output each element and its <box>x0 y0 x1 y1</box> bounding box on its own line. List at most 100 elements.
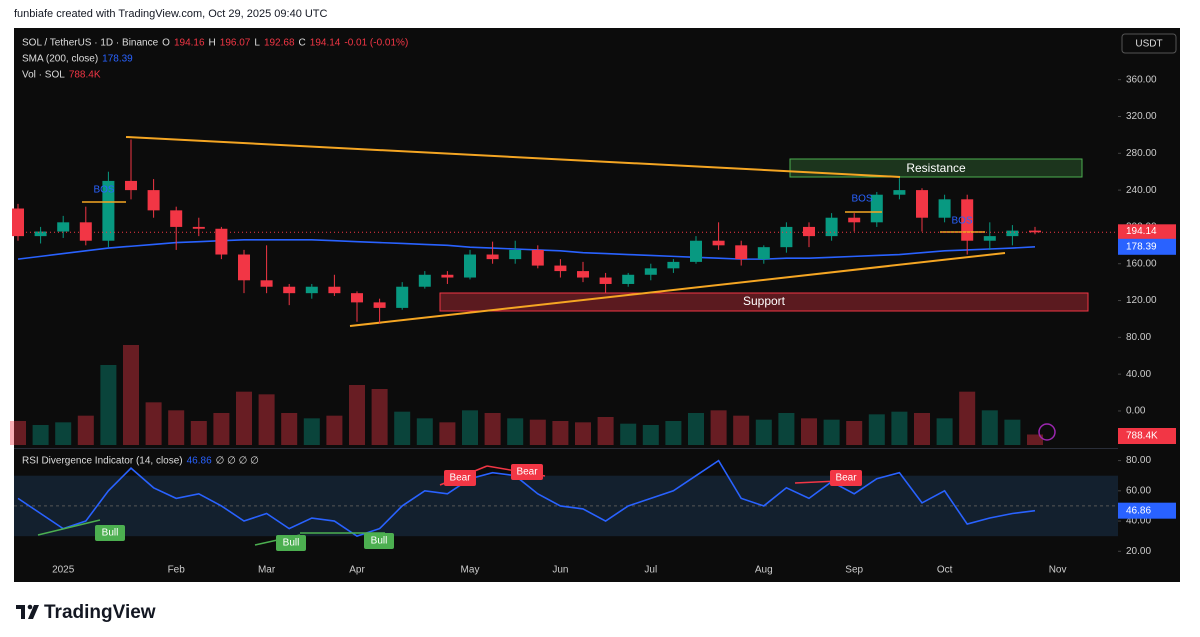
currency-box <box>1121 33 1177 54</box>
bos-label: BOS <box>951 216 972 227</box>
bear-badge <box>830 470 862 486</box>
volume-bar <box>981 410 998 445</box>
candle-body <box>712 240 725 246</box>
bear-badge <box>511 464 543 480</box>
vol-badge <box>1118 428 1176 444</box>
tv-logo <box>16 604 39 619</box>
legend-text: ∅ ∅ ∅ ∅ <box>216 456 259 467</box>
candle-body <box>373 302 386 308</box>
candle-body <box>260 280 273 287</box>
x-tick-label: Apr <box>349 565 365 576</box>
volume-bar <box>507 418 524 445</box>
rsi-tick-label: 60.00 <box>1126 485 1151 496</box>
legend-text: H <box>209 38 216 49</box>
bull-label: Bull <box>283 538 300 549</box>
sma-badge <box>1118 238 1176 255</box>
candle-body <box>102 180 115 241</box>
candle-body <box>644 268 657 275</box>
candle-body <box>870 194 883 223</box>
volume-bar <box>236 391 252 445</box>
volume-bar <box>642 425 659 445</box>
volume-bar <box>846 421 863 445</box>
rsi-line <box>17 459 1036 538</box>
volume-bar <box>55 422 72 445</box>
legend-text: 194.14 <box>310 38 341 49</box>
candle-body <box>554 265 567 272</box>
legend-text: Vol · SOL <box>22 70 65 81</box>
y-tick-label: 320.00 <box>1126 111 1157 122</box>
candle-body <box>215 228 228 255</box>
logo-part <box>28 605 39 619</box>
rsi-badge <box>1118 502 1176 519</box>
volume-bar <box>914 413 930 445</box>
legend-text: 196.07 <box>220 38 251 49</box>
candle-body <box>599 277 612 284</box>
x-tick-label: Jun <box>552 565 568 576</box>
x-tick-label: Oct <box>937 565 953 576</box>
candle-body <box>57 222 70 232</box>
legend-text: 194.16 <box>174 38 205 49</box>
candle-body <box>509 249 522 260</box>
volume-bar <box>416 418 433 445</box>
candle-body <box>735 245 748 260</box>
candle-body <box>351 293 363 303</box>
x-tick-label: Feb <box>168 565 186 576</box>
y-tick-label: 240.00 <box>1126 185 1157 196</box>
volume-bar <box>326 415 343 445</box>
legend-text: O <box>162 38 170 49</box>
x-tick-label: Nov <box>1049 565 1067 576</box>
volume-bar <box>529 419 546 445</box>
x-tick-label: Mar <box>258 565 276 576</box>
currency: USDT <box>1135 39 1162 50</box>
volume-bar <box>891 411 908 445</box>
support-label: Support <box>743 294 786 308</box>
candle-body <box>305 286 318 294</box>
volume-bar <box>959 391 976 445</box>
volume-bar <box>462 410 478 445</box>
volume-bar <box>597 417 614 445</box>
vol-badge-label: 788.4K <box>1126 431 1158 442</box>
candle-body <box>622 274 635 284</box>
volume-bar <box>936 418 953 445</box>
candle-body <box>125 180 137 191</box>
bear-label: Bear <box>835 473 857 484</box>
resistance-label: Resistance <box>906 161 966 175</box>
price-badge-label: 194.14 <box>1126 226 1157 237</box>
legend-text: -0.01 (-0.01%) <box>344 38 408 49</box>
y-tick-label: 80.00 <box>1126 332 1151 343</box>
bull-badge <box>364 533 394 549</box>
candle-body <box>983 236 996 241</box>
volume-bar <box>281 413 298 445</box>
candle-body <box>803 226 815 237</box>
trendline <box>349 252 1006 327</box>
trendline <box>125 136 901 178</box>
volume-bar <box>123 345 139 445</box>
x-tick-label: Jul <box>644 565 657 576</box>
bos-label: BOS <box>851 194 872 205</box>
rsi-tick-label: 20.00 <box>1126 546 1151 557</box>
candle-body <box>192 226 205 229</box>
candle-body <box>780 226 793 248</box>
candle-body <box>577 271 589 278</box>
x-tick-label: 2025 <box>52 565 75 576</box>
volume-bar <box>710 410 727 445</box>
volume-bar <box>77 415 94 445</box>
volume-bar <box>100 365 117 445</box>
bos-label: BOS <box>93 185 114 196</box>
legend-text: SMA (200, close) <box>22 54 98 65</box>
candle-body <box>1006 230 1019 237</box>
y-tick-label: 360.00 <box>1126 74 1157 85</box>
candle-body <box>893 190 906 195</box>
legend-text: RSI Divergence Indicator (14, close) <box>22 456 183 467</box>
bear-badge <box>444 470 476 486</box>
bull-divergence <box>37 519 101 536</box>
candle-body <box>825 217 838 237</box>
bull-badge <box>95 525 125 541</box>
legend-text: 192.68 <box>264 38 295 49</box>
volume-bar <box>688 413 704 445</box>
bull-label: Bull <box>371 536 388 547</box>
candle-body <box>464 254 476 278</box>
candle-body <box>961 199 974 241</box>
volume-bar <box>484 413 501 445</box>
